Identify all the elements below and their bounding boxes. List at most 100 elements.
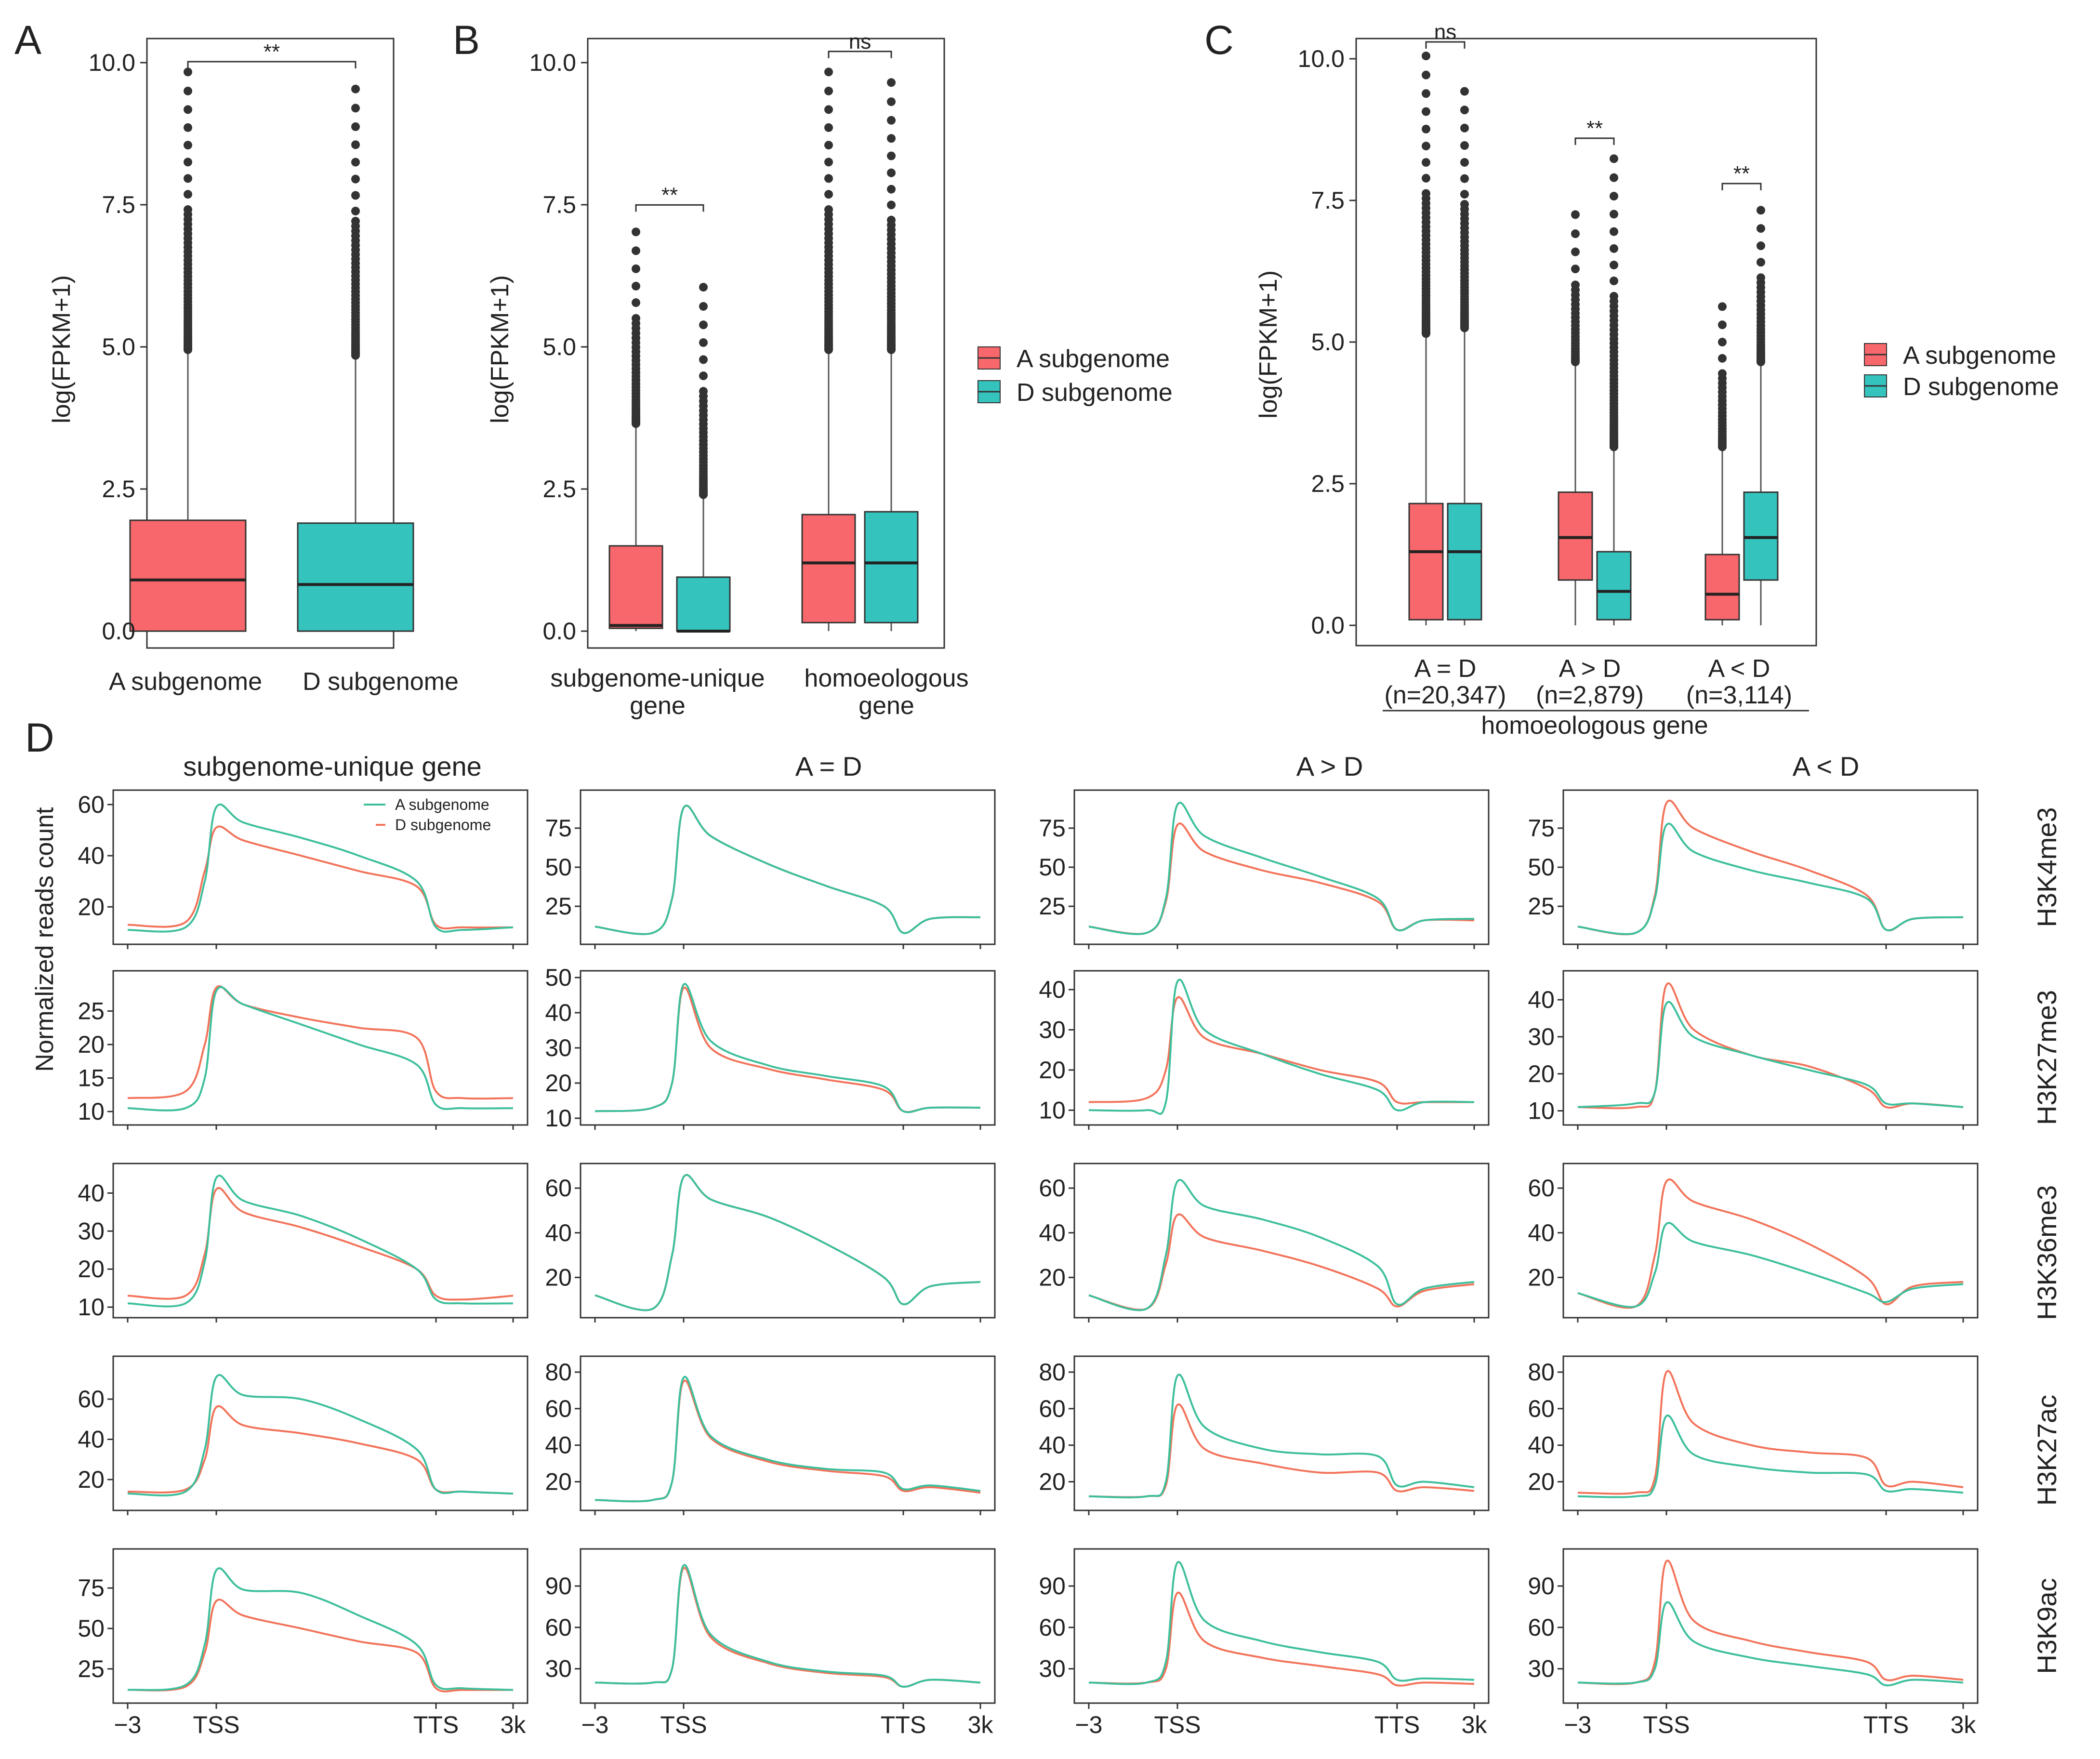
profile-h3k4me3-col2-ytick-label-1: 50 [1039, 854, 1066, 881]
panel-c-xlabel-group: homoeologous gene [1481, 712, 1708, 740]
panel-b-box-1-outlier-33 [699, 387, 708, 396]
panel-a-box-0-outlier-51 [184, 174, 192, 183]
panel-c-xlabel-eq-1: A = D [1414, 655, 1477, 683]
profile-h3k27me3-col3-ytick-label-1: 20 [1528, 1060, 1555, 1087]
profile-h3k9ac-col2-ytick-label-0: 30 [1039, 1655, 1066, 1682]
panel-a-ylabel: log(FPKM+1) [48, 275, 76, 423]
panel-b-ytick-label-4: 10.0 [529, 49, 576, 76]
panel-a-box-0-outlier-48 [184, 190, 192, 199]
panel-c: ns ** ** 0.0 2.5 5.0 7.5 10.0 log(FPKM+1) A = … [1255, 20, 1817, 740]
panel-c-xlabel-lt-1: A < D [1708, 655, 1770, 683]
profile-h3k27me3-col3-frame [1562, 970, 1979, 1126]
profile-h3k4me3-col3-ytick-label-0: 25 [1528, 893, 1555, 920]
panel-c-box-1-outlier-40 [1460, 199, 1469, 209]
profile-h3k27ac-col2-frame [1073, 1355, 1490, 1511]
panel-a-box-0-outlier-69 [184, 67, 192, 77]
panel-c-ytick-label-1: 2.5 [1311, 470, 1345, 497]
panel-letter-d: D [25, 715, 54, 760]
panel-a-box-0-outlier-57 [184, 141, 192, 150]
panel-c-box-3-outlier-63 [1610, 210, 1618, 219]
profile-h3k9ac-col2-line-a [1088, 1561, 1475, 1685]
panel-c-ytick-label-2: 5.0 [1311, 329, 1345, 356]
panel-a-box-1-outlier-45 [351, 207, 360, 216]
panel-c-xlabel-eq-2: (n=20,347) [1385, 681, 1506, 709]
panel-b-box-0-outlier-33 [632, 314, 640, 323]
profile-h3k27me3-col0-line-d [127, 985, 514, 1100]
panel-b-box-3-outlier-54 [887, 151, 896, 160]
profile-h3k9ac-col0-line-a [127, 1567, 514, 1691]
profile-h3k36me3-col2-line-a [1088, 1179, 1475, 1311]
profile-h3k9ac-col3-line-d [1577, 1560, 1964, 1685]
panel-c-box-5-outlier-33 [1757, 241, 1765, 251]
profile-h3k4me3-col0-ytick-label-1: 40 [78, 842, 105, 869]
profile-h3k9ac-col2-ytick-label-2: 90 [1039, 1573, 1066, 1600]
panel-c-sig-0-bracket [1425, 41, 1466, 49]
panel-c-box-3-outlier-66 [1610, 192, 1618, 201]
profile-h3k27me3-col2-frame [1073, 970, 1490, 1126]
profile-h3k36me3-col3-ytick-label-0: 20 [1528, 1264, 1555, 1291]
profile-h3k27me3-col0-ytick-label-2: 20 [78, 1031, 105, 1058]
panel-b-box-1-outlier-42 [699, 338, 708, 347]
panel-c-box-3-outlier-57 [1610, 244, 1618, 253]
panel-c-box-2-outlier-24 [1571, 280, 1580, 290]
panel-b-box-0-outlier-36 [632, 298, 640, 307]
profile-h3k27ac-col2-ytick-label-3: 80 [1039, 1359, 1066, 1386]
panel-a-ytick-label-4: 10.0 [89, 49, 135, 76]
panel-c-sig-1-label: ** [1586, 117, 1603, 140]
profile-h3k36me3-col3-line-a [1577, 1222, 1964, 1308]
profile-h3k27ac-col1-frame [580, 1355, 996, 1511]
profile-h3k4me3-col3-line-d [1577, 799, 1964, 936]
panel-b-ytick-label-2: 5.0 [542, 333, 576, 360]
profile-h3k9ac-col0-ytick-label-1: 50 [78, 1615, 105, 1642]
panel-c-box-2-outlier-30 [1571, 247, 1580, 256]
profile-h3k9ac-col2-xtick-label-1: TSS [1154, 1711, 1201, 1738]
legend-c-label-d: D subgenome [1903, 373, 2059, 401]
panel-c-yticks: 0.0 2.5 5.0 7.5 10.0 [1298, 45, 1356, 639]
panel-b-box-2-outlier-48 [824, 190, 833, 199]
panel-c-sig-1-bracket [1574, 137, 1615, 145]
profile-h3k4me3-col1-line-d [594, 805, 981, 935]
panel-c-box-0 [1408, 503, 1444, 621]
panel-c-box-4-outlier-33 [1718, 320, 1727, 330]
profile-h3k4me3-col3-ytick-label-2: 75 [1528, 815, 1555, 842]
row-label-h3k9ac: H3K9ac [2032, 1578, 2062, 1674]
profile-h3k4me3-col1-ytick-label-0: 25 [545, 893, 572, 920]
profile-h3k9ac-col2-frame [1073, 1548, 1490, 1704]
panel-a-box-0 [129, 519, 247, 632]
profile-h3k27me3-col3-line-d [1577, 982, 1964, 1110]
panel-c-xlabel-lt-2: (n=3,114) [1686, 681, 1792, 709]
profile-h3k36me3-col2-ytick-label-2: 60 [1039, 1175, 1066, 1202]
profile-h3k27me3-col1-ytick-label-1: 20 [545, 1070, 572, 1097]
profile-h3k27me3-col1-frame [580, 970, 996, 1126]
panel-c-box-2-outlier-36 [1571, 210, 1580, 219]
panel-b-xlabel-unique-1: subgenome-unique [550, 664, 765, 692]
panel-c-box-4-outlier-27 [1718, 354, 1727, 363]
panel-c-box-0-outlier-66 [1422, 70, 1430, 79]
panel-b-box-0-outlier-39 [632, 281, 640, 291]
panel-b-box-2-outlier-45 [824, 205, 833, 214]
panel-c-box-4 [1704, 554, 1740, 621]
profile-h3k9ac-col3-xtick-label-0: −3 [1564, 1711, 1591, 1738]
profile-h3k9ac-col3-frame [1562, 1548, 1979, 1704]
panel-b-box-0-outlier-42 [632, 264, 640, 273]
profile-h3k36me3-col3-ytick-label-1: 40 [1528, 1219, 1555, 1246]
panel-b-box-3-outlier-51 [887, 168, 896, 177]
profile-h3k27ac-col0-ytick-label-0: 20 [78, 1466, 105, 1493]
profile-h3k9ac-col0-xtick-label-0: −3 [114, 1711, 141, 1738]
panel-c-box-3-outlier-48 [1610, 291, 1618, 301]
profile-h3k27ac-col3-line-a [1577, 1414, 1964, 1498]
panel-b-box-3-outlier-60 [887, 116, 896, 125]
panel-a-ytick-label-1: 2.5 [102, 476, 135, 503]
profile-h3k4me3-col3-line-a [1577, 822, 1964, 935]
profile-h3k4me3-col2-line-d [1088, 822, 1475, 935]
profile-h3k27ac-col2-ytick-label-1: 40 [1039, 1432, 1066, 1459]
panel-a-box-1-outlier-60 [351, 122, 360, 131]
panel-c-box-5-outlier-39 [1757, 206, 1765, 215]
profile-h3k36me3-col0-line-d [127, 1187, 514, 1301]
profile-h3k27me3-col2-ytick-label-2: 30 [1039, 1016, 1066, 1043]
panel-c-box-4-outlier-30 [1718, 338, 1727, 347]
profile-h3k4me3-col1-ytick-label-2: 75 [545, 815, 572, 842]
profile-h3k27ac-col1-line-a [594, 1375, 981, 1503]
panel-c-ytick-label-4: 10.0 [1298, 45, 1345, 72]
